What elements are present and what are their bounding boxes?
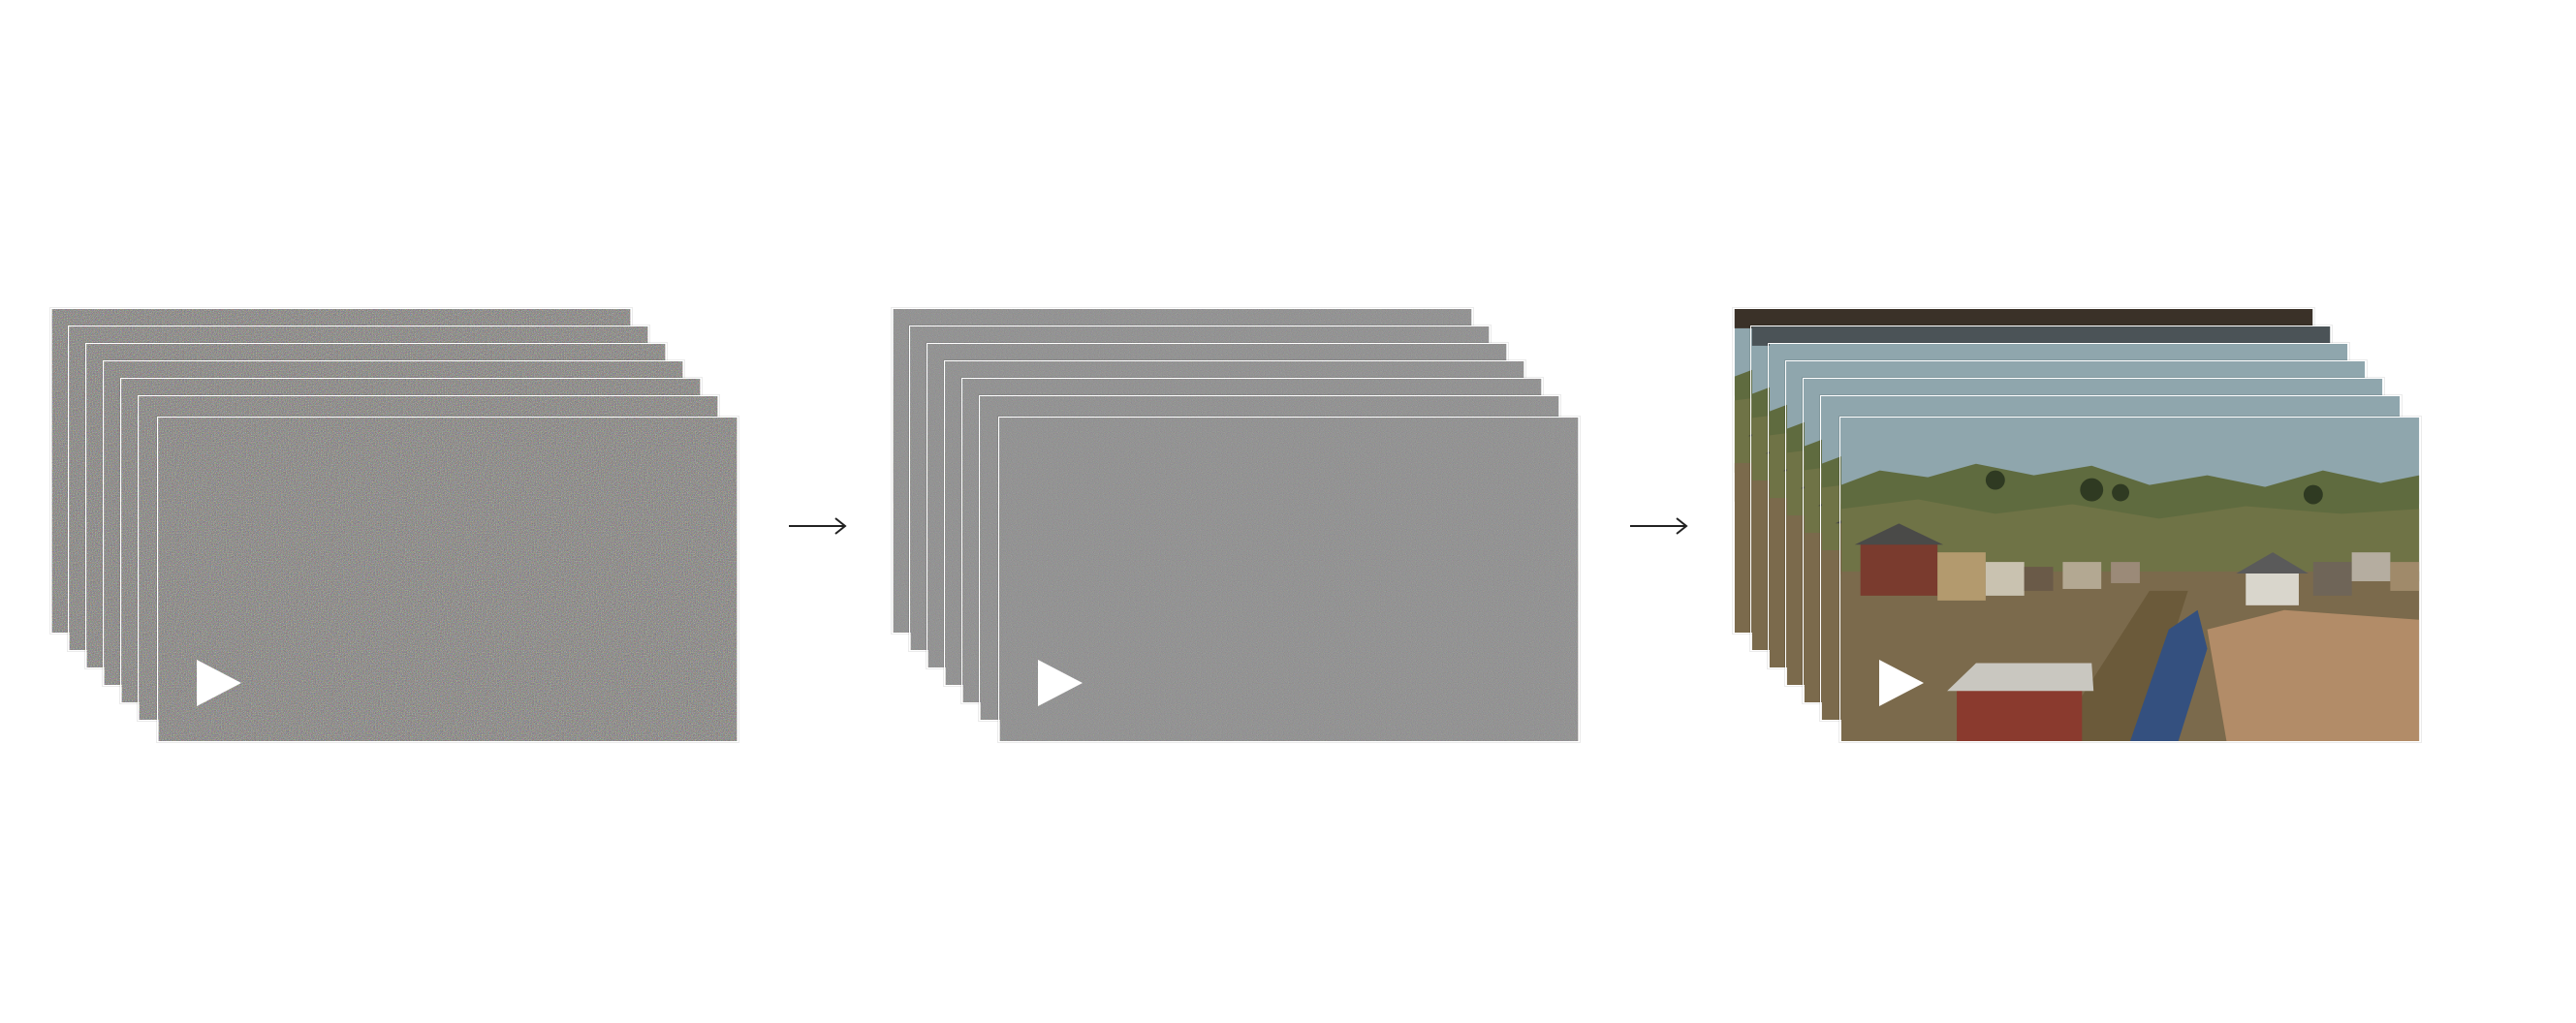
video-frame	[1839, 417, 2421, 742]
play-icon	[197, 660, 241, 706]
clean-frame-stack	[1733, 308, 2431, 744]
play-icon	[1038, 660, 1083, 706]
video-frame	[157, 417, 738, 742]
play-icon	[1879, 660, 1924, 706]
right-arrow-icon	[1630, 517, 1688, 535]
right-arrow-icon	[789, 517, 847, 535]
partially-denoised-frame-stack	[892, 308, 1589, 744]
video-frame	[998, 417, 1580, 742]
noisy-frame-stack	[50, 308, 748, 744]
